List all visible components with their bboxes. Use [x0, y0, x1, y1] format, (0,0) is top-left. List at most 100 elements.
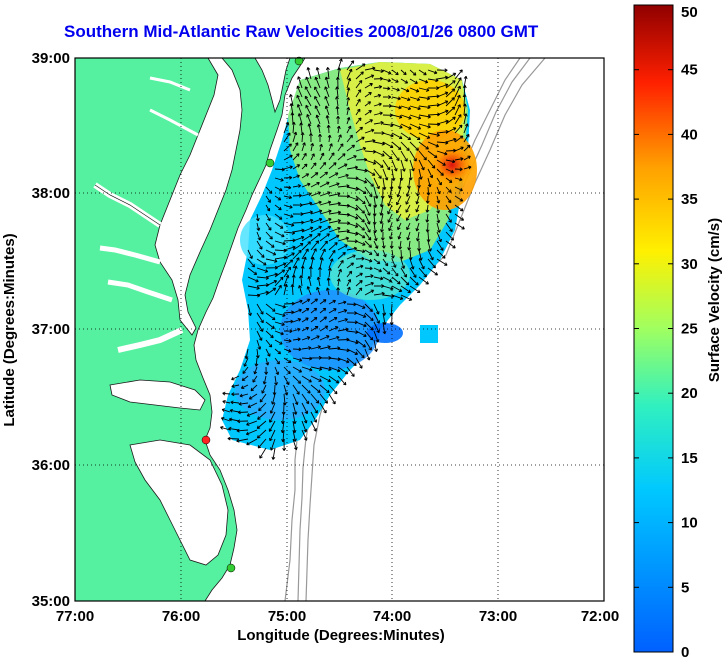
velocity-arrow	[283, 252, 295, 260]
velocity-arrow	[256, 321, 264, 332]
velocity-arrow	[316, 286, 321, 296]
velocity-arrow	[274, 186, 283, 192]
velocity-arrow	[454, 222, 465, 230]
velocity-arrow	[391, 78, 399, 83]
velocity-arrow	[301, 346, 312, 350]
velocity-arrow	[418, 69, 427, 76]
x-tick-label: 72:00	[581, 608, 619, 625]
velocity-arrow	[415, 204, 420, 213]
velocity-arrow	[319, 152, 325, 161]
velocity-arrow	[310, 402, 318, 414]
velocity-arrow	[265, 312, 276, 321]
velocity-arrow	[436, 119, 449, 125]
velocity-arrow	[310, 411, 318, 423]
velocity-arrow	[319, 299, 327, 305]
colorbar-title: Surface Velocity (cm/s)	[706, 218, 723, 382]
velocity-arrow	[314, 96, 321, 107]
velocity-arrow	[373, 222, 378, 234]
velocity-arrow	[454, 177, 463, 182]
velocity-arrow	[409, 285, 421, 293]
velocity-arrow	[256, 339, 262, 350]
velocity-arrow	[283, 266, 291, 278]
velocity-arrow	[355, 357, 363, 369]
velocity-arrow	[391, 114, 403, 119]
velocity-arrow	[425, 195, 430, 204]
velocity-arrow	[283, 357, 292, 364]
velocity-arrow	[418, 123, 431, 129]
velocity-arrow	[319, 200, 332, 206]
velocity-arrow	[256, 420, 267, 429]
velocity-arrow	[283, 259, 294, 269]
colorbar-tick-label: 30	[681, 256, 698, 273]
velocity-arrow	[328, 219, 342, 224]
velocity-arrow	[327, 134, 332, 143]
velocity-arrow	[328, 152, 335, 161]
velocity-arrow	[306, 114, 312, 125]
velocity-arrow	[253, 366, 258, 375]
velocity-arrow	[274, 303, 287, 309]
velocity-arrow	[373, 111, 383, 116]
velocity-arrow	[274, 330, 284, 336]
velocity-arrow	[337, 268, 342, 278]
velocity-arrow	[301, 241, 311, 251]
velocity-arrow	[355, 256, 365, 261]
velocity-arrow	[346, 106, 351, 116]
velocity-arrow	[262, 375, 267, 385]
velocity-arrow	[265, 240, 275, 248]
velocity-arrow	[283, 195, 293, 200]
velocity-arrow	[298, 285, 303, 296]
velocity-arrow	[282, 438, 287, 451]
velocity-arrow	[328, 226, 341, 233]
velocity-arrow	[292, 184, 302, 188]
velocity-arrow	[310, 307, 318, 314]
velocity-arrow	[405, 186, 411, 197]
velocity-arrow	[400, 141, 410, 152]
velocity-arrow	[373, 321, 380, 334]
james-river	[117, 327, 184, 353]
velocity-arrow	[265, 303, 276, 312]
max-velocity-hotspot	[426, 141, 478, 189]
velocity-arrow	[445, 80, 456, 89]
velocity-arrow	[319, 209, 332, 215]
velocity-arrow	[301, 298, 311, 305]
velocity-arrow	[250, 384, 258, 392]
velocity-arrow	[256, 330, 263, 341]
velocity-arrow	[310, 181, 320, 188]
velocity-arrow	[436, 68, 448, 73]
velocity-arrow	[409, 105, 421, 111]
velocity-arrow	[355, 195, 366, 205]
velocity-arrow	[445, 72, 457, 80]
velocity-arrow	[292, 308, 302, 314]
velocity-arrow	[310, 420, 317, 432]
velocity-field	[222, 62, 478, 450]
velocity-arrow	[436, 100, 449, 107]
velocity-arrow	[252, 375, 258, 383]
velocity-arrow	[436, 168, 444, 176]
velocity-arrow	[315, 67, 321, 80]
velocity-arrow	[445, 186, 452, 193]
velocity-arrow	[259, 447, 267, 459]
velocity-arrow	[364, 240, 372, 248]
station-marker-red	[201, 435, 211, 445]
velocity-arrow	[445, 159, 456, 164]
velocity-arrow	[463, 113, 468, 125]
velocity-arrow	[445, 127, 457, 134]
velocity-arrow	[292, 318, 302, 323]
velocity-arrow	[328, 192, 341, 197]
velocity-arrow	[292, 299, 303, 305]
velocity-arrow	[310, 335, 320, 341]
velocity-arrow	[445, 231, 455, 241]
velocity-arrow	[274, 240, 286, 246]
velocity-arrow	[355, 312, 367, 318]
colorbar-tick-label: 25	[681, 321, 698, 338]
velocity-arrow	[319, 161, 327, 170]
velocity-arrow	[310, 256, 315, 269]
velocity-arrow	[222, 399, 231, 404]
velocity-arrow	[364, 74, 375, 80]
velocity-arrow	[346, 246, 358, 251]
velocity-arrow	[301, 142, 306, 152]
velocity-arrow	[346, 222, 359, 228]
velocity-arrow	[364, 330, 374, 341]
velocity-arrow	[415, 222, 420, 232]
velocity-arrow	[283, 154, 293, 161]
